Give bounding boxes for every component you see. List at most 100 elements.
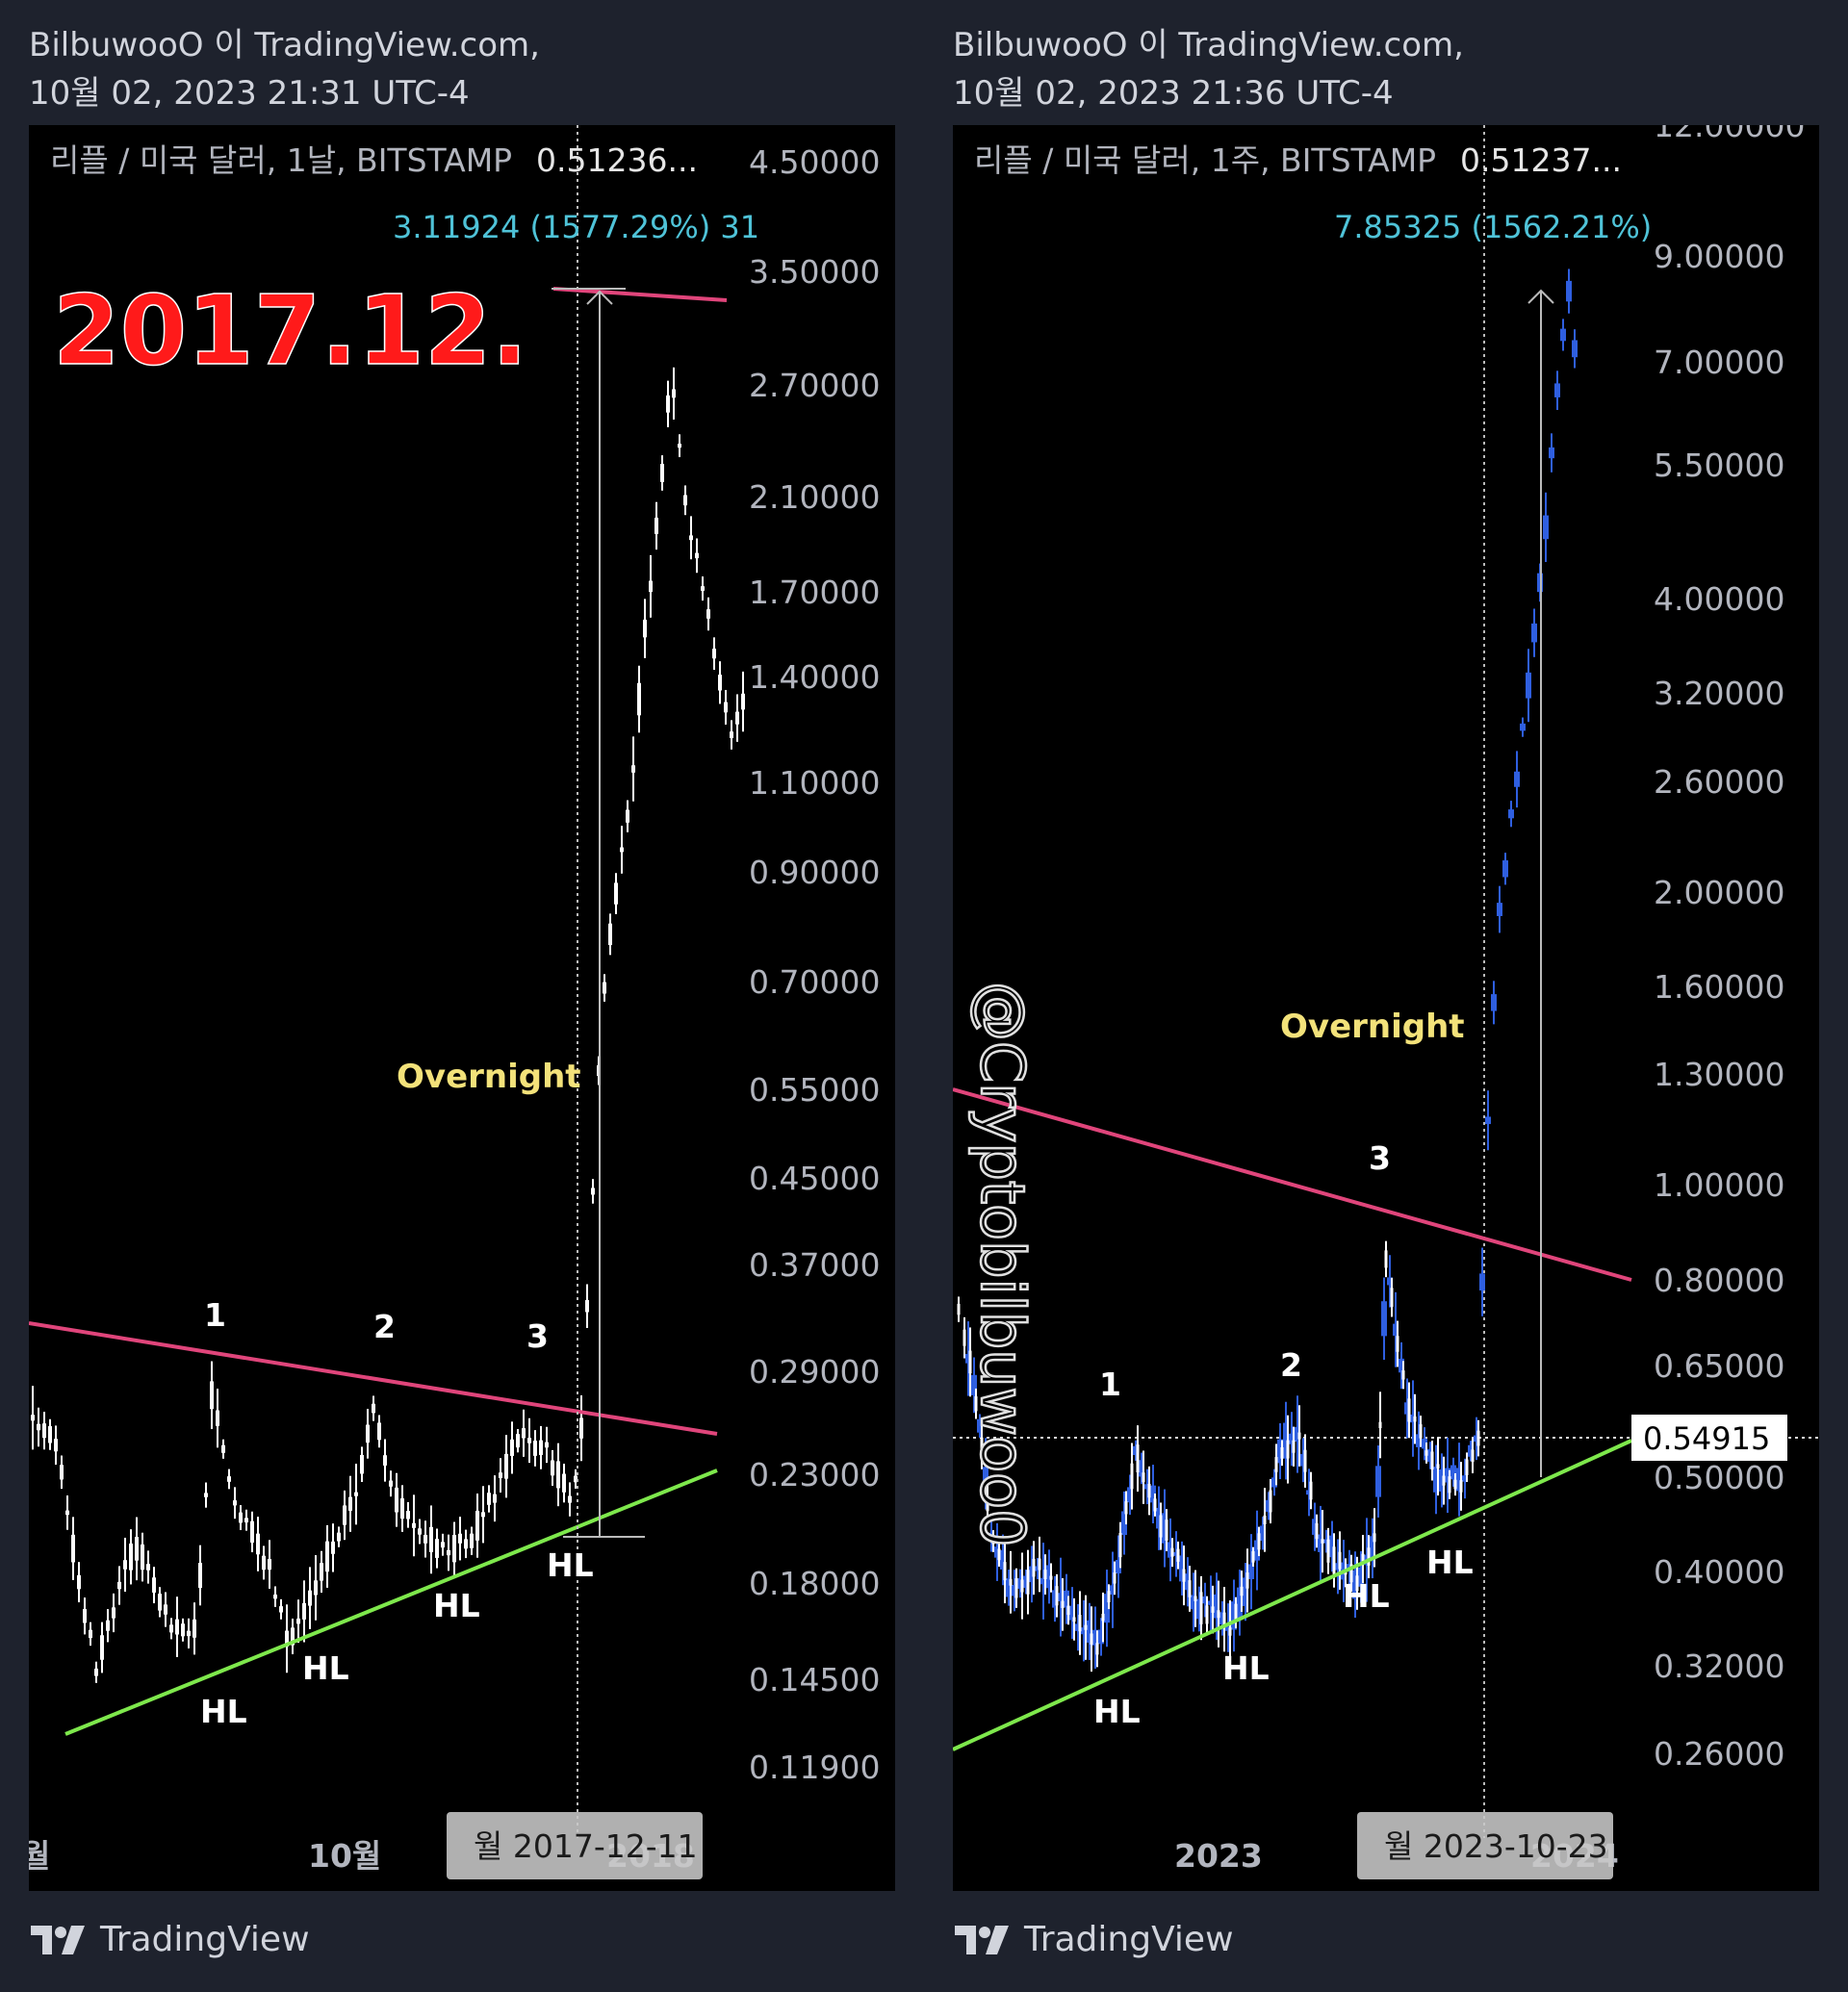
candle-body [158, 1594, 162, 1611]
measure-arrow [586, 290, 613, 305]
candle-body [227, 1476, 231, 1482]
y-tick-label: 0.11900 [749, 1749, 880, 1786]
footer-brand: TradingView [100, 1920, 310, 1959]
candle-body [1572, 340, 1578, 358]
candle-body [244, 1518, 248, 1523]
y-tick-label: 1.60000 [1654, 968, 1784, 1006]
x-tick: 2023 [1174, 1837, 1263, 1875]
candle-body [1219, 1612, 1225, 1625]
candle-body [1554, 383, 1560, 397]
candle-body [551, 1460, 554, 1476]
candle-body [1182, 1569, 1186, 1582]
candle-body [522, 1428, 526, 1439]
candle-body [1240, 1586, 1244, 1596]
candle-body [1081, 1627, 1087, 1635]
candle-body [957, 1303, 961, 1315]
candle-body [660, 464, 664, 482]
candle-body [1020, 1579, 1024, 1593]
timestamp-line: 10월 02, 2023 21:31 UTC-4 [29, 74, 470, 113]
x-tick: 10월 [308, 1837, 381, 1875]
y-tick-label: 1.40000 [749, 658, 880, 696]
candle-body [1465, 1459, 1469, 1475]
y-tick-label: 7.00000 [1654, 344, 1784, 381]
candle-body [1453, 1479, 1457, 1490]
candle-body [626, 809, 629, 823]
candle-body [1199, 1592, 1203, 1624]
candle-body [1352, 1570, 1358, 1599]
candle-body [377, 1422, 381, 1441]
y-tick-label: 0.23000 [749, 1456, 880, 1494]
candle-body [1471, 1449, 1475, 1463]
candle-body [1130, 1463, 1134, 1490]
y-tick-label: 3.20000 [1654, 675, 1784, 712]
candle-body [1113, 1572, 1116, 1584]
candle-body [302, 1602, 306, 1620]
y-tick-label: 0.32000 [1654, 1647, 1784, 1685]
candle-body [1260, 1525, 1266, 1542]
candle-body [331, 1541, 335, 1554]
candle-body [1208, 1600, 1214, 1605]
candle-body [986, 1495, 989, 1512]
overnight-label: Overnight [1280, 1008, 1465, 1046]
candle-body [1269, 1490, 1272, 1513]
candle-body [464, 1539, 468, 1549]
candle-body [1072, 1617, 1076, 1622]
y-tick-label: 2.60000 [1654, 763, 1784, 801]
wave-label-3: 3 [526, 1317, 549, 1355]
candle-body [1222, 1612, 1226, 1626]
candle-body [689, 535, 693, 541]
hl-label: HL [1093, 1693, 1141, 1730]
y-tick-label: 0.37000 [749, 1246, 880, 1284]
last-price: 0.51236... [536, 141, 698, 179]
candle-body [112, 1607, 116, 1619]
candle-body [1127, 1487, 1133, 1503]
y-tick-label: 4.00000 [1654, 580, 1784, 618]
candle-body [620, 847, 624, 853]
candle-body [1373, 1533, 1376, 1543]
candle-body [1387, 1277, 1393, 1286]
candle-body [424, 1534, 427, 1544]
footer-brand: TradingView [1024, 1920, 1234, 1959]
candle-body [1035, 1566, 1040, 1571]
candle-body [712, 649, 716, 659]
candle-body [1124, 1501, 1128, 1515]
candle-body [649, 580, 653, 593]
candle-body [152, 1577, 156, 1593]
author-info: BilbuwooO 이 TradingView.com, 10월 02, 202… [29, 21, 540, 117]
candle-body [1237, 1587, 1243, 1619]
wave-label-1: 1 [204, 1296, 226, 1334]
price-chart[interactable]: 리플 / 미국 달러, 1날, BITSTAMP 0.51236... 3.11… [29, 125, 895, 1891]
hl-label: HL [1426, 1544, 1474, 1581]
candle-body [1439, 1468, 1445, 1492]
y-tick-label: 3.50000 [749, 253, 880, 291]
candle-body [296, 1618, 300, 1624]
candle-body [1399, 1358, 1404, 1373]
candle-body [71, 1534, 75, 1563]
candle-body [198, 1563, 202, 1589]
candle-body [585, 1300, 589, 1313]
candle-body [1104, 1594, 1110, 1623]
candle-body [695, 552, 699, 559]
candle-body [1107, 1591, 1111, 1603]
tradingview-footer[interactable]: TradingView [953, 1920, 1234, 1959]
candle-body [730, 731, 733, 739]
candle-body [678, 444, 681, 448]
candle-body [1075, 1623, 1081, 1631]
candle-body [493, 1494, 497, 1503]
candle-body [487, 1493, 491, 1505]
candle-body [1257, 1533, 1261, 1550]
candle-body [1170, 1547, 1174, 1557]
price-chart[interactable]: 리플 / 미국 달러, 1주, BITSTAMP 0.51237... 7.85… [953, 125, 1819, 1891]
candle-body [1142, 1472, 1145, 1483]
candle-body [1349, 1564, 1353, 1583]
y-tick-label: 0.14500 [749, 1661, 880, 1698]
candle-body [1378, 1421, 1382, 1429]
candle-body [1332, 1546, 1336, 1574]
candle-body [1370, 1536, 1375, 1561]
candle-body [510, 1439, 514, 1456]
candle-body [1202, 1596, 1208, 1604]
candle-body [654, 517, 658, 534]
candle-body [1026, 1570, 1030, 1595]
candle-body [452, 1535, 456, 1563]
tradingview-footer[interactable]: TradingView [29, 1920, 310, 1959]
